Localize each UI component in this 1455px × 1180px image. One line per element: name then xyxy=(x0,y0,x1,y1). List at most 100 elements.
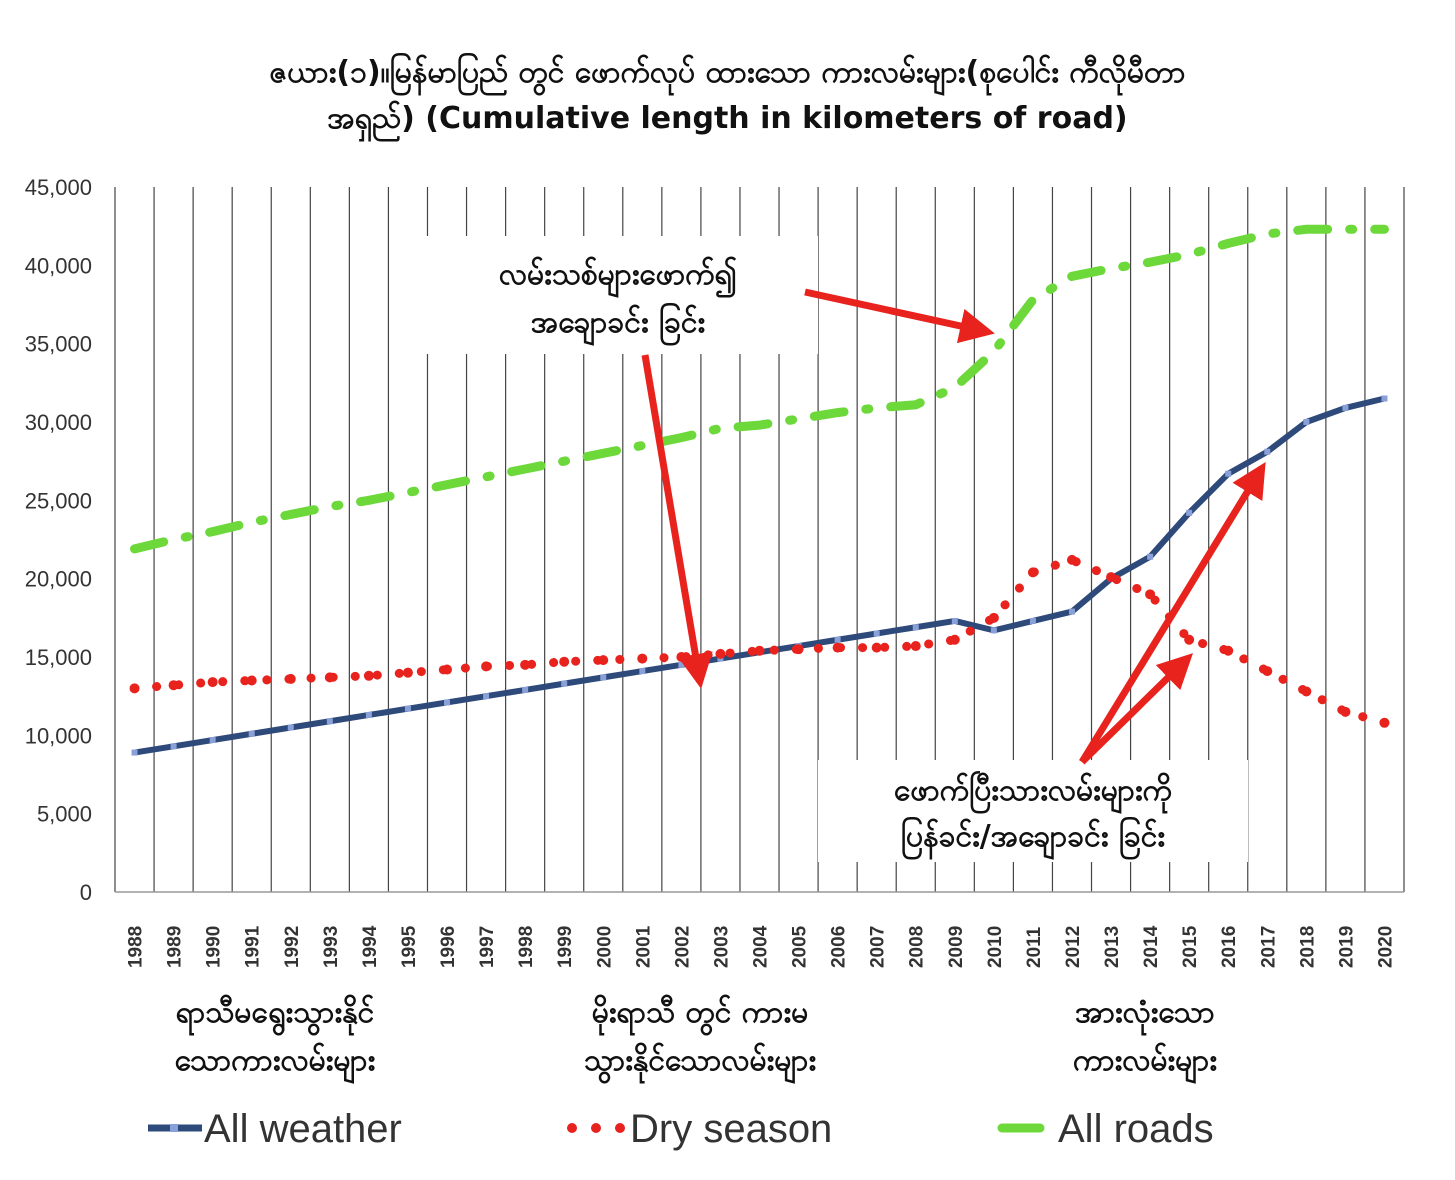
data-point xyxy=(637,653,648,664)
y-tick-label: 0 xyxy=(80,880,92,905)
data-point xyxy=(129,683,140,694)
x-tick-label: 1997 xyxy=(477,926,498,968)
data-point xyxy=(168,680,179,691)
data-point xyxy=(326,718,333,725)
data-point xyxy=(209,737,216,744)
data-point xyxy=(990,627,997,634)
data-point xyxy=(834,636,841,643)
annotations: လမ်းသစ်များဖောက်၍အချောခင်း ခြင်းဖောက်ပြီ… xyxy=(418,236,1266,862)
x-tick-label: 2016 xyxy=(1219,926,1240,968)
y-axis-ticks: 0 5,000 10,000 15,000 20,000 25,000 30,000 35,0… xyxy=(25,175,92,905)
data-point xyxy=(1068,608,1075,615)
caption-text: အားလုံးသော xyxy=(1075,995,1215,1037)
x-tick-label: 2015 xyxy=(1180,925,1201,968)
legend-marker xyxy=(567,1123,577,1133)
data-point xyxy=(1147,553,1154,560)
data-point xyxy=(912,624,919,631)
data-point xyxy=(1106,572,1117,583)
data-point xyxy=(1303,419,1310,425)
caption-text: ကားလမ်းများ xyxy=(1073,1042,1217,1084)
y-tick-label: 40,000 xyxy=(25,253,92,278)
data-point xyxy=(522,686,529,693)
annotation-box xyxy=(818,760,1248,862)
legend-marker xyxy=(591,1123,601,1133)
data-point xyxy=(678,661,685,668)
y-tick-label: 10,000 xyxy=(25,723,92,748)
grid-lines xyxy=(114,187,1405,893)
annotation-arrow xyxy=(1079,653,1193,765)
x-tick-label: 2003 xyxy=(711,926,732,968)
annotation-text: လမ်းသစ်များဖောက်၍ xyxy=(499,256,737,299)
x-tick-label: 2010 xyxy=(985,926,1006,968)
data-point xyxy=(248,730,255,737)
series-line xyxy=(130,555,1389,728)
data-point xyxy=(442,664,453,675)
annotation-arrow xyxy=(1079,462,1266,764)
data-point xyxy=(561,680,568,687)
data-point xyxy=(1184,634,1195,645)
x-tick-label: 2011 xyxy=(1024,926,1045,968)
x-tick-label: 2009 xyxy=(946,926,967,968)
data-point xyxy=(600,674,607,681)
x-tick-label: 2019 xyxy=(1336,926,1357,968)
data-point xyxy=(481,661,492,672)
data-point xyxy=(363,670,374,681)
legend-item-dry-season: Dry season xyxy=(567,1107,832,1151)
y-tick-label: 30,000 xyxy=(25,410,92,435)
data-point xyxy=(559,656,570,667)
legend-marker xyxy=(615,1123,625,1133)
caption-text: ရာသီမရွေးသွားနိုင် xyxy=(176,994,375,1037)
y-tick-label: 15,000 xyxy=(25,645,92,670)
x-tick-label: 2020 xyxy=(1375,926,1396,968)
legend-item-all-weather: All weather xyxy=(148,1107,402,1151)
data-point xyxy=(1264,448,1271,455)
x-tick-label: 1993 xyxy=(321,926,342,968)
series-dry-season xyxy=(129,554,1390,728)
data-point xyxy=(402,667,413,678)
annotation-text: အချောခင်း ခြင်း xyxy=(531,302,705,347)
data-point xyxy=(1379,717,1390,728)
x-axis-ticks: 1988 1989 1990 1991 1992 1993 1994 1995 1996 1997… xyxy=(126,925,1397,968)
x-tick-label: 2018 xyxy=(1297,926,1318,968)
legend-label: All weather xyxy=(204,1107,402,1151)
y-tick-label: 35,000 xyxy=(25,332,92,357)
data-point xyxy=(988,612,999,623)
x-tick-label: 1999 xyxy=(555,926,576,968)
data-point xyxy=(1225,470,1232,477)
data-point xyxy=(1186,509,1193,516)
x-tick-label: 2007 xyxy=(868,926,889,968)
annotation-text: ပြန်ခင်း/အချောခင်း ခြင်း xyxy=(901,816,1165,861)
data-point xyxy=(949,634,960,645)
data-point xyxy=(287,724,294,731)
data-point xyxy=(1066,554,1077,565)
data-point xyxy=(444,699,451,706)
data-point xyxy=(324,672,335,683)
x-tick-label: 2014 xyxy=(1141,925,1162,968)
y-tick-label: 25,000 xyxy=(25,488,92,513)
data-point xyxy=(1301,686,1312,697)
chart-title-line-2: အရှည်) (Cumulative length in kilometers … xyxy=(327,101,1128,136)
y-tick-label: 20,000 xyxy=(25,567,92,592)
legend-label: Dry season xyxy=(630,1107,832,1151)
annotation-text: ဖောက်ပြီးသားလမ်းများကို xyxy=(894,770,1173,815)
annotation-box xyxy=(418,236,818,354)
data-point xyxy=(520,659,531,670)
x-tick-label: 2001 xyxy=(633,925,654,968)
x-tick-label: 1996 xyxy=(438,926,459,968)
x-tick-label: 1991 xyxy=(243,925,264,968)
data-point xyxy=(1342,404,1349,411)
data-point xyxy=(832,642,843,653)
data-point xyxy=(285,673,296,684)
annotation-arrow xyxy=(804,288,995,344)
data-point xyxy=(715,648,726,659)
data-point xyxy=(1381,395,1388,402)
data-point xyxy=(1027,567,1038,578)
x-tick-label: 1994 xyxy=(360,925,381,968)
caption-text: သောကားလမ်းများ xyxy=(175,1042,375,1084)
data-point xyxy=(1340,706,1351,717)
x-tick-label: 1989 xyxy=(165,926,186,968)
legend-label: All roads xyxy=(1058,1107,1214,1151)
data-point xyxy=(951,617,958,624)
